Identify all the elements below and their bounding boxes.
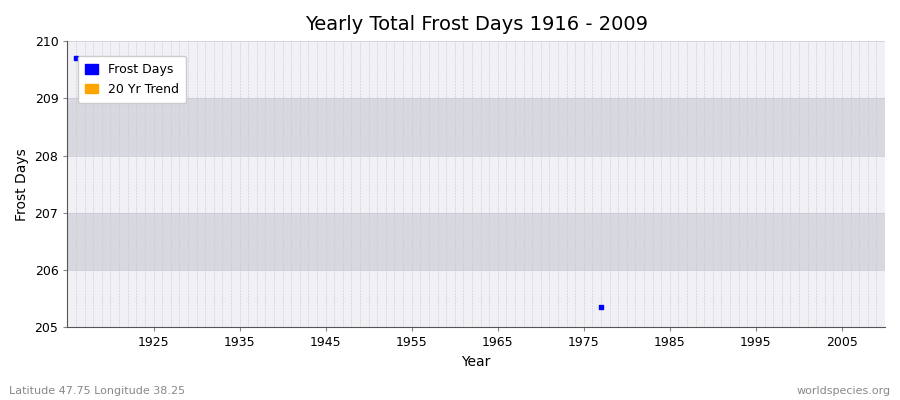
Bar <box>68 41 885 98</box>
Bar <box>68 270 885 328</box>
Bar <box>68 156 885 213</box>
Point <box>69 55 84 62</box>
Text: Latitude 47.75 Longitude 38.25: Latitude 47.75 Longitude 38.25 <box>9 386 185 396</box>
Text: worldspecies.org: worldspecies.org <box>796 386 891 396</box>
Title: Yearly Total Frost Days 1916 - 2009: Yearly Total Frost Days 1916 - 2009 <box>305 15 648 34</box>
Bar <box>68 213 885 270</box>
Bar <box>68 98 885 156</box>
X-axis label: Year: Year <box>462 355 490 369</box>
Y-axis label: Frost Days: Frost Days <box>15 148 29 221</box>
Legend: Frost Days, 20 Yr Trend: Frost Days, 20 Yr Trend <box>77 56 186 103</box>
Point <box>594 304 608 310</box>
